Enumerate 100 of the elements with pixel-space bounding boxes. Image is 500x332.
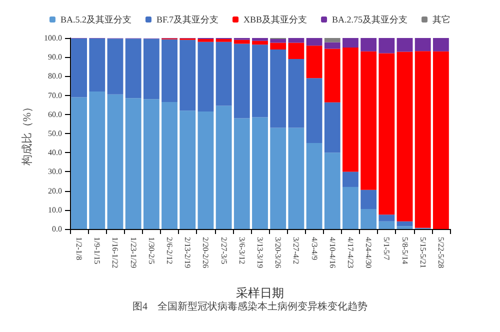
bar <box>378 221 395 229</box>
x-tick-label: 4/24-4/30 <box>364 237 374 268</box>
y-tick-label: 30.0 <box>48 167 62 176</box>
bar <box>288 128 304 229</box>
bar <box>396 38 413 52</box>
bar <box>107 38 124 94</box>
bar <box>396 226 413 229</box>
bar <box>324 152 340 229</box>
bar <box>89 91 106 229</box>
x-tick-label: 1/23-1/29 <box>128 237 138 268</box>
x-tick-label: 3/20-3/26 <box>274 237 283 268</box>
y-tick-label: 50.0 <box>48 129 62 138</box>
bar <box>198 112 214 229</box>
bar <box>252 44 268 118</box>
legend-label: XBB及其亚分支 <box>244 14 308 24</box>
bar <box>306 38 322 46</box>
y-axis-title: 构成比（%） <box>20 101 34 167</box>
bar <box>107 94 124 229</box>
bar <box>324 38 340 42</box>
y-tick-label: 10.0 <box>48 205 62 214</box>
bar <box>360 208 377 229</box>
bar <box>216 42 232 106</box>
x-tick-label: 1/9-1/15 <box>92 237 102 264</box>
x-tick-label: 1/2-1/8 <box>74 237 84 260</box>
bar <box>342 186 358 229</box>
y-tick-label: 40.0 <box>48 148 62 158</box>
x-tick-label: 5/1-5/7 <box>382 237 392 260</box>
bar <box>234 40 250 44</box>
bar <box>432 38 449 52</box>
bar <box>162 102 178 229</box>
bar <box>180 40 196 111</box>
y-tick-label: 90.0 <box>48 52 62 62</box>
bar <box>143 99 160 229</box>
bar <box>143 38 160 100</box>
legend-label: BA.5.2及其亚分支 <box>60 14 132 24</box>
bar <box>432 51 449 229</box>
bar <box>396 221 413 226</box>
legend-label: 其它 <box>432 14 451 24</box>
bar <box>342 48 358 172</box>
y-tick-label: 80.0 <box>48 72 62 81</box>
bar <box>125 98 142 229</box>
bar <box>216 38 232 42</box>
x-tick-label: 1/16-1/22 <box>110 237 120 268</box>
x-tick-label: 3/6-3/12 <box>237 237 246 264</box>
bar <box>216 106 232 229</box>
bar <box>234 118 250 229</box>
y-tick-label: 100.0 <box>44 34 62 42</box>
bar <box>342 172 358 187</box>
bar <box>378 53 395 215</box>
bar <box>162 39 178 102</box>
bar <box>270 42 286 50</box>
x-tick-label: 5/22-5/28 <box>436 237 446 268</box>
bar <box>288 38 304 43</box>
y-tick-label: 0.0 <box>52 224 62 234</box>
bar <box>180 110 196 229</box>
bar <box>270 38 286 43</box>
bar <box>288 59 304 128</box>
caption: 图4 全国新型冠状病毒感染本土病例变异株变化趋势 <box>132 300 368 312</box>
bar <box>234 44 250 118</box>
x-tick-label: 4/3-4/9 <box>310 237 319 260</box>
bar <box>324 102 340 153</box>
bar <box>414 51 431 228</box>
x-tick-label: 3/13-3/19 <box>256 237 264 268</box>
bar <box>378 214 395 222</box>
x-tick-label: 2/13-2/19 <box>183 237 192 268</box>
x-tick-label: 2/27-3/5 <box>219 237 228 264</box>
x-tick-label: 2/20-2/26 <box>201 237 210 268</box>
x-tick-label: 4/10-4/16 <box>328 237 337 268</box>
legend-label: BA.2.75及其亚分支 <box>332 14 408 24</box>
bar <box>360 51 377 190</box>
x-tick-label: 2/6-2/12 <box>165 237 174 264</box>
x-tick-label: 5/8-5/14 <box>400 237 410 264</box>
y-tick-label: 70.0 <box>48 90 62 100</box>
bar <box>252 40 268 45</box>
bar <box>89 38 106 92</box>
y-tick-label: 20.0 <box>48 186 62 196</box>
x-tick-label: 3/27-4/2 <box>292 237 301 264</box>
bar <box>324 42 340 49</box>
bar <box>125 38 142 98</box>
bar <box>306 143 322 229</box>
bar <box>360 38 377 52</box>
y-tick-label: 60.0 <box>48 110 62 119</box>
bar <box>252 38 268 41</box>
bar <box>324 48 340 102</box>
x-axis-title: 采样日期 <box>236 286 284 300</box>
bar <box>360 190 377 209</box>
bar <box>306 46 322 78</box>
bar <box>378 38 395 54</box>
bar <box>270 128 286 229</box>
bar <box>270 49 286 128</box>
x-tick-label: 1/30-2/5 <box>146 237 156 264</box>
bar <box>396 52 413 222</box>
bar <box>252 117 268 229</box>
bar <box>198 42 214 112</box>
legend-label: BF.7及其亚分支 <box>156 14 219 24</box>
bar <box>342 38 358 48</box>
bar <box>288 42 304 60</box>
x-tick-label: 4/17-4/23 <box>346 237 355 268</box>
bar <box>71 97 88 229</box>
bar <box>71 38 88 98</box>
